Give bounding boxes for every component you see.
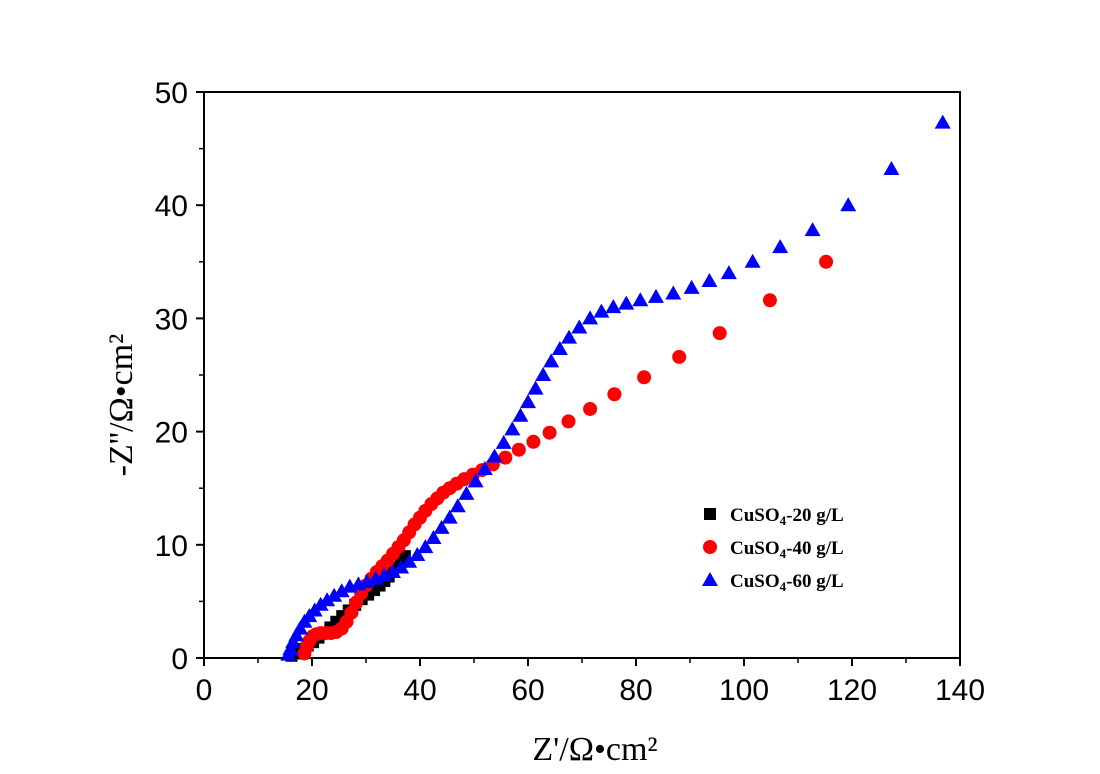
x-tick-label: 120 — [827, 674, 877, 707]
x-tick-label: 100 — [719, 674, 769, 707]
x-axis-title: Z'/Ω•cm² — [532, 731, 657, 768]
data-point — [326, 587, 343, 602]
data-point — [333, 583, 350, 598]
legend-label: CuSO4-40 g/L — [730, 538, 844, 561]
data-point — [701, 273, 718, 288]
data-point — [543, 353, 560, 368]
x-tick-label: 20 — [295, 674, 328, 707]
legend-label: CuSO4-60 g/L — [730, 571, 844, 594]
data-point — [712, 326, 727, 341]
x-tick-label: 0 — [196, 674, 213, 707]
legend-marker — [702, 572, 718, 586]
data-point — [511, 442, 526, 457]
data-point — [605, 299, 622, 314]
data-point — [772, 239, 789, 254]
y-tick-label: 20 — [155, 417, 188, 450]
data-point — [647, 288, 664, 303]
data-point — [433, 519, 450, 534]
data-point — [495, 434, 512, 449]
axes: 0 20 40 60 80 100 120 140 0 10 20 30 40 50 — [155, 77, 985, 707]
data-point — [607, 387, 622, 402]
data-point — [401, 553, 418, 568]
series-3 — [280, 114, 951, 661]
y-tick-label: 40 — [155, 190, 188, 223]
data-point — [804, 222, 821, 237]
data-point — [441, 509, 458, 524]
data-point — [467, 473, 484, 488]
data-point — [535, 367, 552, 381]
data-point — [934, 114, 951, 129]
data-point — [561, 414, 576, 429]
data-point — [319, 592, 336, 607]
data-point — [762, 293, 777, 308]
data-point — [527, 380, 544, 395]
data-point — [582, 310, 599, 325]
data-point — [561, 329, 578, 344]
data-point — [665, 285, 682, 300]
legend-label: CuSO4-20 g/L — [730, 505, 844, 528]
data-point — [512, 407, 529, 422]
series-layer — [280, 114, 951, 662]
plot-frame — [203, 91, 961, 659]
legend: CuSO4-20 g/L CuSO4-40 g/L CuSO4-60 g/L — [702, 505, 844, 594]
data-point — [551, 340, 568, 355]
x-tick-label: 80 — [619, 674, 652, 707]
data-point — [409, 546, 426, 561]
data-point — [520, 394, 536, 409]
x-tick-label: 140 — [935, 674, 985, 707]
data-point — [883, 160, 900, 175]
data-point — [458, 485, 475, 500]
y-tick-label: 10 — [155, 530, 188, 563]
data-point — [449, 498, 466, 513]
data-point — [840, 197, 857, 212]
data-point — [583, 401, 598, 416]
data-point — [819, 254, 834, 269]
data-point — [498, 450, 513, 465]
x-tick-label: 60 — [511, 674, 544, 707]
data-point — [476, 460, 493, 475]
data-point — [744, 253, 761, 268]
data-point — [393, 559, 410, 574]
data-point — [526, 434, 541, 449]
data-point — [571, 319, 588, 334]
legend-marker — [703, 540, 717, 554]
y-tick-label: 0 — [171, 643, 188, 676]
data-point — [632, 292, 649, 307]
data-point — [504, 421, 521, 436]
data-point — [417, 539, 434, 554]
data-point — [486, 448, 503, 463]
data-point — [385, 563, 401, 578]
series-2 — [297, 254, 834, 661]
data-point — [683, 279, 700, 294]
y-tick-label: 50 — [155, 77, 188, 110]
x-tick-label: 40 — [403, 674, 436, 707]
data-point — [542, 425, 557, 440]
data-point — [618, 295, 635, 310]
legend-marker — [704, 508, 716, 520]
data-point — [593, 303, 610, 318]
data-point — [425, 530, 442, 545]
data-point — [637, 370, 652, 385]
data-point — [720, 265, 737, 280]
y-tick-label: 30 — [155, 303, 188, 336]
data-point — [672, 349, 687, 364]
y-axis-title: -Z''/Ω•cm² — [103, 334, 140, 477]
